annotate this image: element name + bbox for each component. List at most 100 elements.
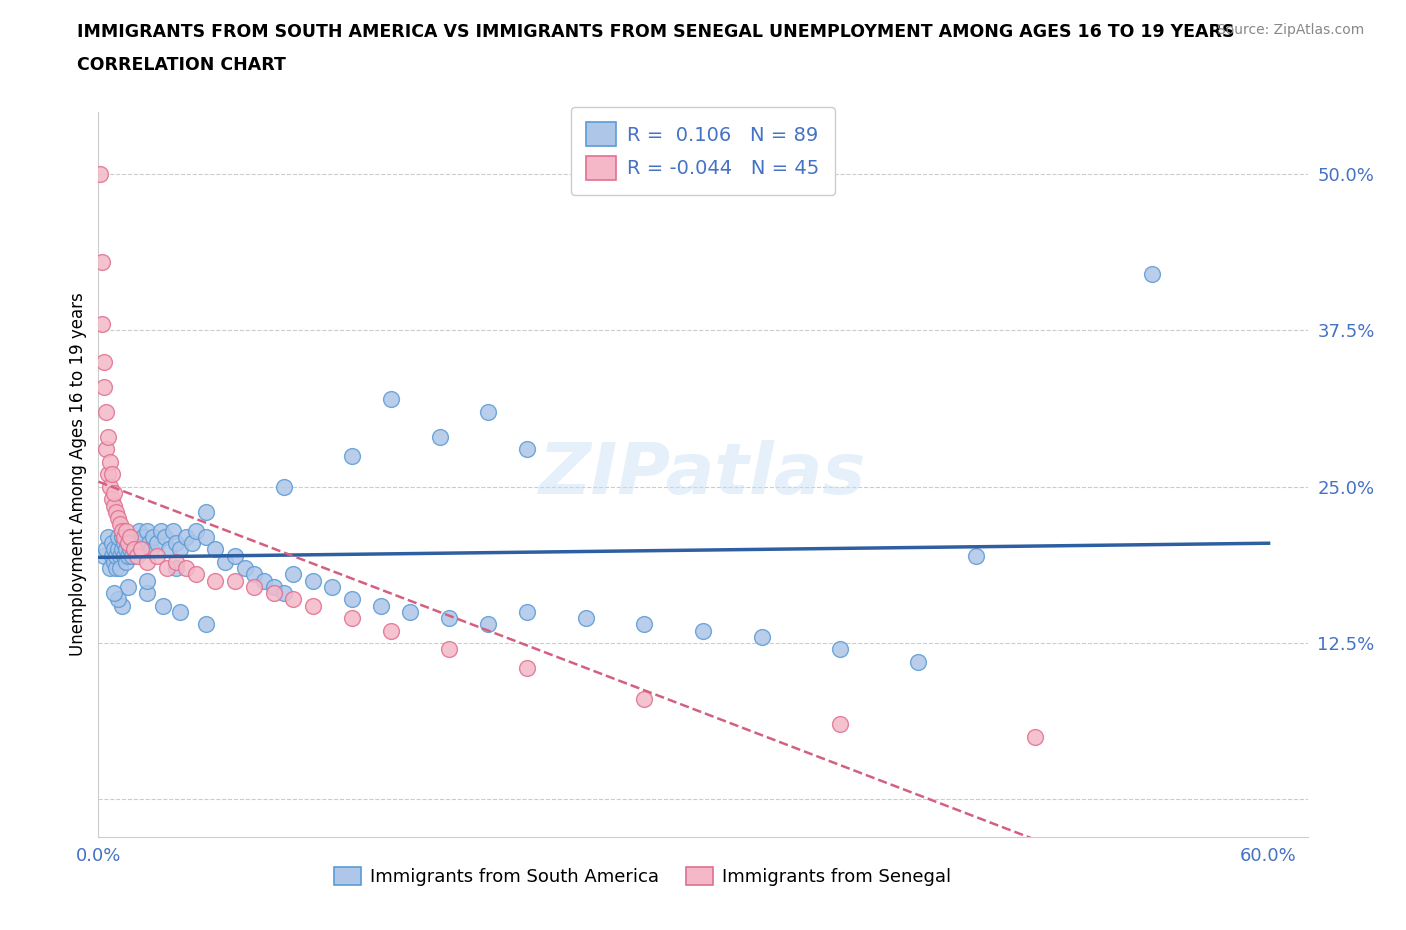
Point bbox=[118, 542, 141, 557]
Point bbox=[108, 548, 131, 563]
Point bbox=[340, 591, 363, 606]
Point bbox=[302, 573, 325, 588]
Point bbox=[273, 586, 295, 601]
Text: IMMIGRANTS FROM SOUTH AMERICA VS IMMIGRANTS FROM SENEGAL UNEMPLOYMENT AMONG AGES: IMMIGRANTS FROM SOUTH AMERICA VS IMMIGRA… bbox=[77, 23, 1234, 41]
Point bbox=[321, 579, 343, 594]
Y-axis label: Unemployment Among Ages 16 to 19 years: Unemployment Among Ages 16 to 19 years bbox=[69, 292, 87, 657]
Point bbox=[204, 542, 226, 557]
Point bbox=[575, 611, 598, 626]
Point bbox=[633, 617, 655, 631]
Point bbox=[114, 542, 136, 557]
Point bbox=[118, 529, 141, 544]
Point bbox=[107, 511, 129, 525]
Point bbox=[340, 448, 363, 463]
Point bbox=[516, 442, 538, 457]
Text: ZIPatlas: ZIPatlas bbox=[540, 440, 866, 509]
Point bbox=[97, 529, 120, 544]
Point bbox=[165, 554, 187, 569]
Point bbox=[112, 536, 135, 551]
Point bbox=[128, 524, 150, 538]
Point bbox=[194, 504, 217, 519]
Point bbox=[263, 579, 285, 594]
Point bbox=[108, 517, 131, 532]
Point bbox=[132, 529, 155, 544]
Point bbox=[243, 567, 266, 582]
Point bbox=[98, 479, 121, 494]
Point bbox=[633, 692, 655, 707]
Point bbox=[101, 536, 124, 551]
Point bbox=[112, 529, 135, 544]
Point bbox=[399, 604, 422, 619]
Point bbox=[439, 642, 461, 657]
Point bbox=[104, 504, 127, 519]
Point bbox=[139, 542, 162, 557]
Point bbox=[89, 166, 111, 181]
Point bbox=[907, 655, 929, 670]
Point bbox=[1140, 267, 1163, 282]
Point bbox=[98, 561, 121, 576]
Point bbox=[165, 536, 187, 551]
Legend: Immigrants from South America, Immigrants from Senegal: Immigrants from South America, Immigrant… bbox=[326, 859, 959, 893]
Point bbox=[131, 542, 153, 557]
Point bbox=[194, 529, 217, 544]
Point bbox=[243, 579, 266, 594]
Point bbox=[516, 604, 538, 619]
Point bbox=[146, 536, 169, 551]
Point bbox=[122, 542, 145, 557]
Point bbox=[127, 542, 149, 557]
Point bbox=[103, 554, 125, 569]
Point bbox=[156, 561, 179, 576]
Point bbox=[429, 430, 451, 445]
Point bbox=[96, 542, 118, 557]
Point bbox=[97, 430, 120, 445]
Point bbox=[253, 573, 276, 588]
Point bbox=[340, 611, 363, 626]
Point bbox=[692, 623, 714, 638]
Point bbox=[273, 479, 295, 494]
Point bbox=[283, 567, 305, 582]
Point bbox=[91, 317, 114, 332]
Point bbox=[118, 529, 141, 544]
Point bbox=[112, 548, 135, 563]
Point bbox=[93, 379, 115, 394]
Point bbox=[136, 524, 159, 538]
Point bbox=[162, 524, 184, 538]
Point bbox=[101, 467, 124, 482]
Point bbox=[370, 598, 392, 613]
Point bbox=[194, 617, 217, 631]
Point bbox=[98, 455, 121, 470]
Point bbox=[146, 548, 169, 563]
Point bbox=[93, 548, 115, 563]
Point bbox=[224, 548, 246, 563]
Point bbox=[91, 254, 114, 269]
Point bbox=[108, 561, 131, 576]
Point bbox=[136, 586, 159, 601]
Point bbox=[117, 536, 139, 551]
Point bbox=[96, 405, 118, 419]
Point bbox=[114, 524, 136, 538]
Point bbox=[828, 642, 851, 657]
Point bbox=[965, 548, 987, 563]
Point bbox=[751, 630, 773, 644]
Point bbox=[477, 617, 499, 631]
Point bbox=[127, 548, 149, 563]
Point bbox=[136, 573, 159, 588]
Point bbox=[103, 586, 125, 601]
Point bbox=[169, 542, 191, 557]
Point bbox=[380, 623, 402, 638]
Point bbox=[111, 529, 134, 544]
Point bbox=[152, 598, 174, 613]
Point bbox=[104, 561, 127, 576]
Point bbox=[142, 529, 165, 544]
Point bbox=[136, 554, 159, 569]
Point bbox=[214, 554, 236, 569]
Point bbox=[101, 548, 124, 563]
Point bbox=[165, 561, 187, 576]
Point bbox=[121, 548, 143, 563]
Text: Source: ZipAtlas.com: Source: ZipAtlas.com bbox=[1216, 23, 1364, 37]
Point bbox=[233, 561, 256, 576]
Point bbox=[204, 573, 226, 588]
Point bbox=[184, 524, 207, 538]
Point bbox=[181, 536, 204, 551]
Point bbox=[124, 536, 146, 551]
